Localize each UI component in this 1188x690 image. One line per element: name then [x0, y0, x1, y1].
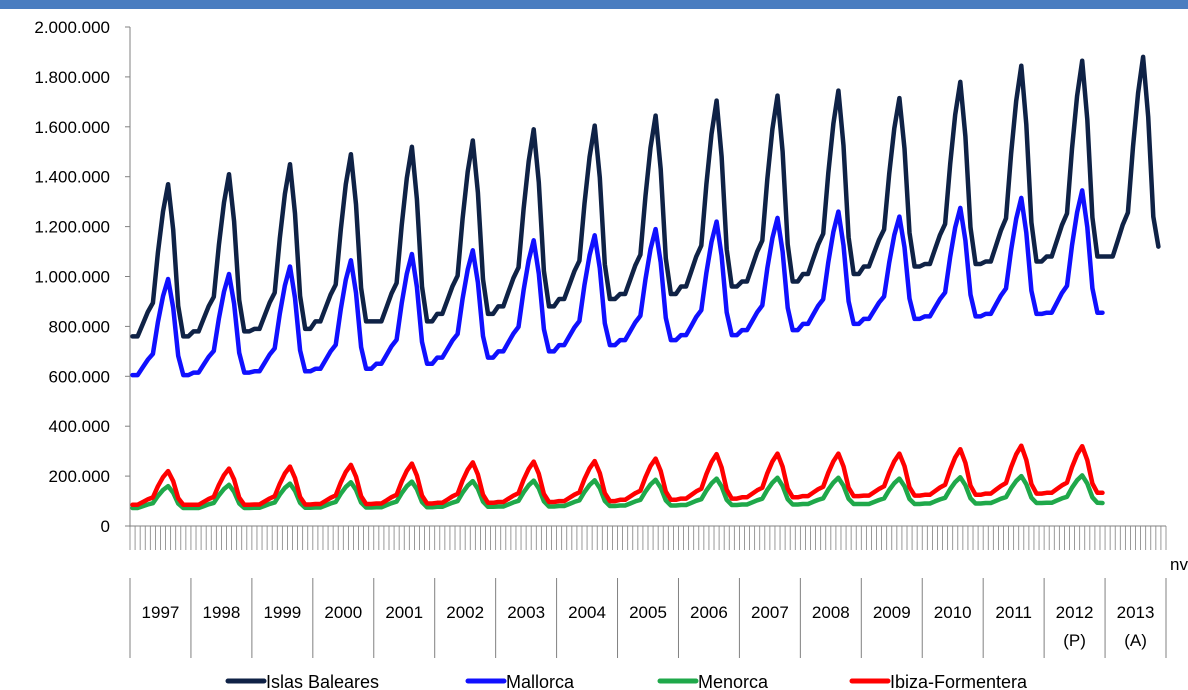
x-axis: nv 1997 1998 1999 2000 2001 2002 2003 2004 2005 20… — [129, 525, 1188, 658]
x-month-label: nv — [1170, 555, 1188, 574]
series-layer — [130, 54, 1161, 511]
y-tick-label: 600.000 — [49, 367, 110, 386]
legend-label-mallorca: Mallorca — [506, 672, 575, 690]
x-year-label: 2013 — [1117, 603, 1155, 622]
y-tick-label: 1.400.000 — [34, 168, 110, 187]
y-tick-label: 200.000 — [49, 467, 110, 486]
x-year-label: 2012 — [1056, 603, 1094, 622]
x-year-label: 1999 — [263, 603, 301, 622]
x-year-label: 2009 — [873, 603, 911, 622]
series-line-mallorca — [130, 188, 1105, 378]
x-year-label: 2000 — [324, 603, 362, 622]
x-year-label: 2003 — [507, 603, 545, 622]
series-line-islas-baleares — [130, 54, 1161, 339]
y-tick-label: 800.000 — [49, 317, 110, 336]
y-tick-label: 2.000.000 — [34, 18, 110, 37]
y-tick-label: 0 — [101, 517, 110, 536]
y-tick-label: 1.600.000 — [34, 118, 110, 137]
y-tick-label: 1.200.000 — [34, 218, 110, 237]
x-year-label: 2006 — [690, 603, 728, 622]
legend: Islas Baleares Mallorca Menorca Ibiza-Forme… — [225, 672, 1028, 690]
x-year-label: 2007 — [751, 603, 789, 622]
x-year-sublabel: (P) — [1063, 631, 1086, 650]
x-year-label: 2005 — [629, 603, 667, 622]
y-axis: 0 200.000 400.000 600.000 800.000 1.000.000 1.… — [34, 18, 131, 536]
x-year-label: 1997 — [142, 603, 180, 622]
x-year-sublabel: (A) — [1124, 631, 1147, 650]
y-tick-label: 1.800.000 — [34, 68, 110, 87]
x-year-label: 2001 — [385, 603, 423, 622]
x-year-label: 2004 — [568, 603, 606, 622]
x-year-label: 1998 — [202, 603, 240, 622]
x-year-label: 2010 — [934, 603, 972, 622]
y-tick-label: 1.000.000 — [34, 268, 110, 287]
x-year-label: 2011 — [995, 603, 1032, 622]
legend-label-ibiza-formentera: Ibiza-Formentera — [890, 672, 1028, 690]
legend-label-islas-baleares: Islas Baleares — [266, 672, 379, 690]
series-line-ibiza-formentera — [130, 443, 1105, 508]
series-line-menorca — [130, 473, 1105, 511]
y-tick-label: 400.000 — [49, 417, 110, 436]
legend-label-menorca: Menorca — [698, 672, 769, 690]
x-year-label: 2002 — [446, 603, 484, 622]
top-accent-bar — [0, 0, 1188, 9]
x-year-label: 2008 — [812, 603, 850, 622]
